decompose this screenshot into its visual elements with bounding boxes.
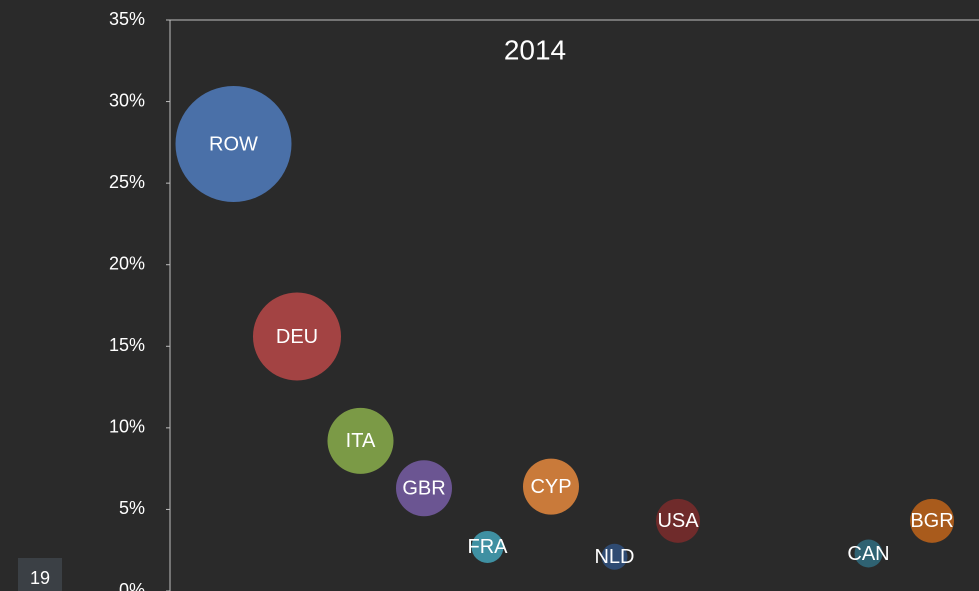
bubble (655, 498, 701, 543)
y-tick-label: 5% (119, 498, 145, 518)
bubble-label: DEU (276, 326, 318, 348)
chart-title: 2014 (504, 34, 566, 65)
bubble-label: CAN (847, 543, 889, 565)
bubble-label: CYP (530, 476, 571, 498)
y-tick-label: 30% (109, 90, 145, 110)
slide-number: 19 (30, 568, 50, 588)
y-tick-label: 20% (109, 253, 145, 273)
bubble (396, 460, 452, 517)
y-tick-label: 15% (109, 335, 145, 355)
bubble (601, 543, 628, 570)
bubble (252, 292, 342, 381)
bubble (523, 458, 579, 515)
slide-number-box (18, 558, 62, 591)
bubble-label: NLD (594, 546, 634, 568)
bubble-label: FRA (468, 536, 509, 558)
y-tick-label: 25% (109, 172, 145, 192)
bubble (909, 498, 955, 543)
bubble (175, 85, 292, 202)
y-tick-label: 35% (109, 9, 145, 29)
bubble (327, 407, 394, 474)
y-tick-label: 0% (119, 580, 145, 591)
bubble-label: GBR (402, 478, 445, 500)
bubble-label: USA (657, 510, 699, 532)
bubble-label: BGR (910, 510, 953, 532)
bubble (854, 539, 883, 568)
bubble (471, 530, 504, 563)
bubble-label: ITA (346, 430, 376, 452)
bubble-label: ROW (209, 133, 258, 155)
y-tick-label: 10% (109, 417, 145, 437)
